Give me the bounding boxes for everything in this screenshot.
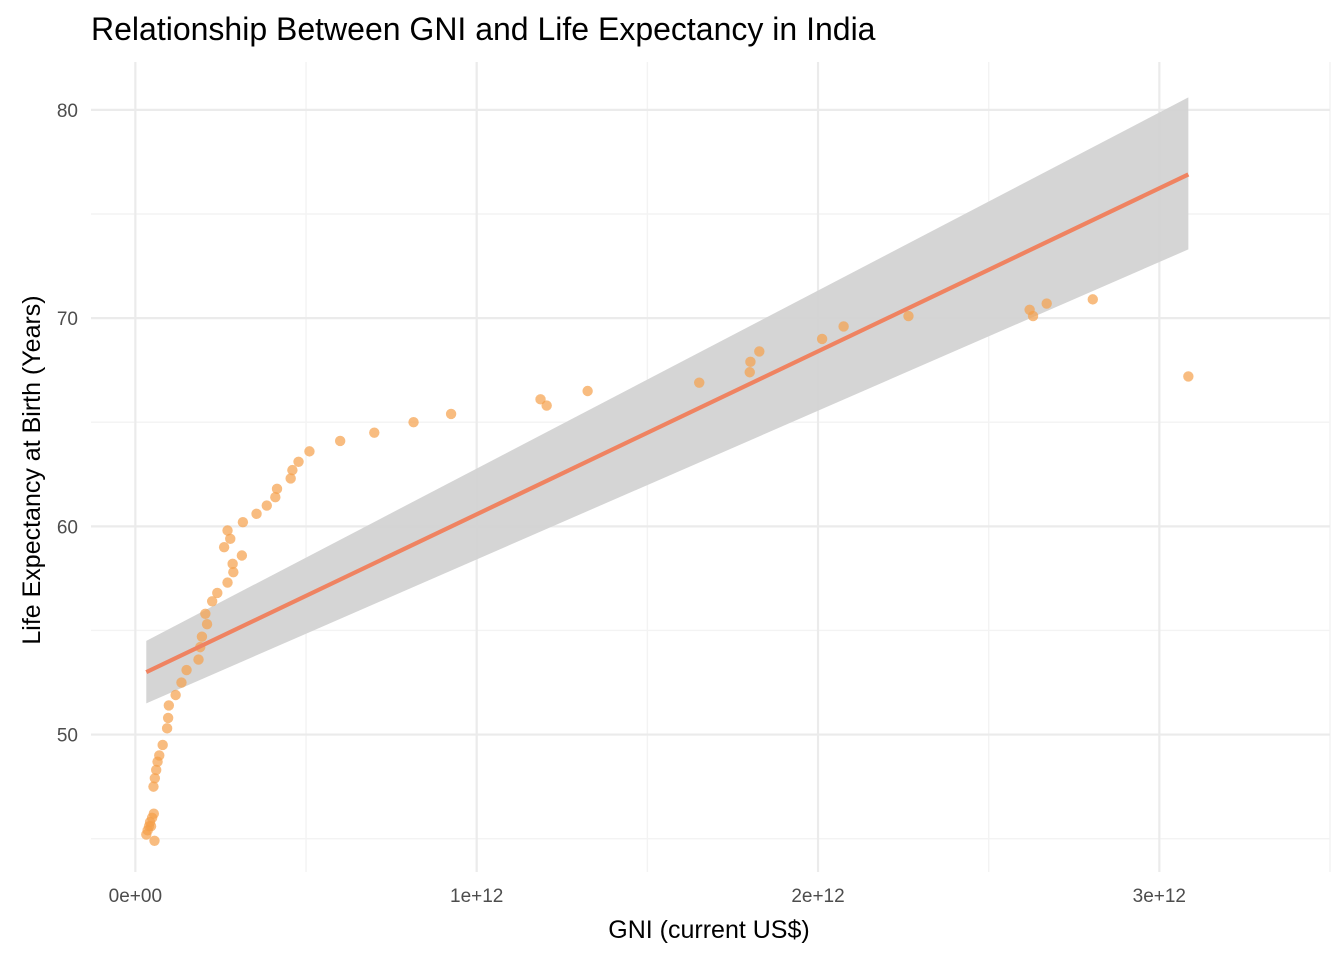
x-tick-label: 1e+12 [450,886,503,907]
data-point [150,764,162,776]
y-tick-label: 80 [57,101,78,122]
data-point [270,491,281,503]
grid [91,62,1331,872]
y-axis-ticks: 50 60 70 80 [57,101,78,747]
data-point [334,435,346,447]
data-point [287,464,298,476]
data-point [251,508,262,520]
data-point [445,408,457,420]
y-tick-label: 60 [57,517,78,538]
data-point [271,483,283,495]
chart-title: Relationship Between GNI and Life Expect… [91,11,876,47]
x-tick-label: 3e+12 [1133,886,1186,907]
data-point [157,739,168,751]
data-point [838,321,849,332]
data-point [903,310,914,322]
data-point [201,619,213,630]
y-tick-label: 70 [57,309,78,330]
data-point [212,587,223,599]
x-axis-ticks: 0e+00 1e+12 2e+12 3e+12 [109,886,1186,907]
data-point [176,677,187,688]
data-point [222,577,233,588]
data-point [225,533,236,545]
data-point [285,473,296,484]
data-point [228,566,239,578]
data-point [541,400,552,411]
data-point [181,664,192,676]
data-point [754,346,765,357]
data-point [161,723,173,734]
x-axis-title: GNI (current US$) [608,916,809,944]
data-point [261,500,272,511]
data-point [148,808,160,819]
data-point [149,773,161,784]
data-point [170,689,181,701]
data-point [218,541,230,553]
trend-line [145,172,1190,674]
data-point [236,550,248,561]
data-point [582,385,593,397]
data-point [1087,294,1098,305]
data-point [1041,298,1052,309]
y-axis-title: Life Expectancy at Birth (Years) [18,295,46,644]
data-point [222,525,233,536]
data-point [745,356,756,368]
x-tick-label: 2e+12 [791,886,844,907]
data-point [149,835,160,846]
y-tick-label: 50 [57,726,78,747]
data-point [227,558,238,570]
data-point [293,456,304,467]
data-point [408,417,419,428]
data-point [206,596,218,607]
data-point [148,781,159,792]
data-point [744,367,755,378]
data-point [694,377,705,388]
data-point [200,608,211,619]
data-point [193,654,204,665]
data-point [1027,310,1039,322]
data-point [1183,371,1194,382]
confidence-band-area [146,97,1189,704]
data-point [162,712,174,724]
data-point [163,700,175,711]
data-point [369,427,380,438]
confidence-band [146,97,1189,704]
data-point [816,333,828,345]
data-point [154,750,165,761]
data-point [145,820,157,832]
x-tick-label: 0e+00 [109,886,162,907]
data-point [196,631,208,642]
data-point [304,446,315,457]
trend-line-group [145,172,1190,674]
data-point [237,516,249,528]
data-points [141,294,1194,846]
